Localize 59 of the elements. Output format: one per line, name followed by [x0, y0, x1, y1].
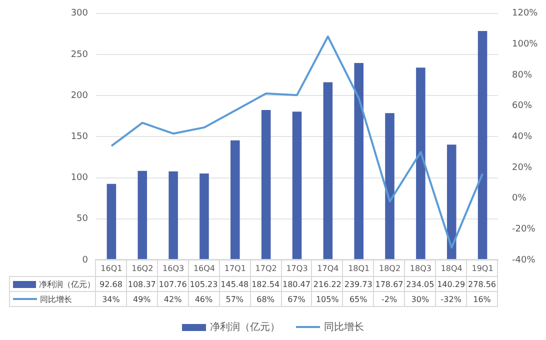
data-label: 30%: [404, 291, 436, 307]
y-tick-label: 250: [70, 50, 88, 60]
y-tick-label: 300: [70, 8, 88, 19]
data-label: 178.67: [373, 276, 406, 292]
data-label: 67%: [280, 291, 312, 307]
data-label: 140.29: [435, 276, 468, 292]
y-tick-label: 50: [76, 214, 88, 224]
y2-tick-label: 120%: [512, 8, 538, 19]
x-tick-label: 18Q4: [440, 264, 462, 273]
y-tick-label: 100: [70, 173, 88, 184]
data-label: 105.23: [188, 276, 220, 292]
x-tick-label: 16Q3: [162, 264, 184, 273]
data-label: -2%: [373, 291, 406, 307]
x-tick-label: 17Q1: [224, 264, 246, 273]
data-label: 49%: [126, 291, 158, 307]
y-tick-label: 150: [70, 132, 88, 142]
text: 同比增长: [324, 322, 364, 333]
y2-tick-label: 20%: [512, 162, 532, 173]
data-label: 68%: [250, 291, 282, 307]
y2-tick-label: -40%: [512, 255, 536, 266]
y2-tick-label: 60%: [512, 101, 532, 112]
data-label: 57%: [218, 291, 251, 307]
data-label: 46%: [188, 291, 220, 307]
data-label: 239.73: [342, 276, 374, 292]
data-label: 16%: [466, 291, 498, 307]
data-label: 180.47: [280, 276, 312, 292]
x-tick-label: 18Q3: [410, 264, 432, 273]
x-tick-label: 18Q1: [348, 264, 370, 273]
data-label: 278.56: [466, 276, 498, 292]
x-tick-label: 18Q2: [378, 264, 401, 273]
x-tick-label: 16Q2: [132, 264, 154, 273]
data-label: 108.37: [126, 276, 158, 292]
legend-label: 净利润（亿元）: [39, 278, 95, 290]
y2-tick-label: 100%: [512, 40, 538, 50]
data-label: 92.68: [95, 276, 127, 292]
data-label: 216.22: [311, 276, 344, 292]
x-tick-label: 17Q2: [255, 264, 277, 273]
y2-tick-label: -20%: [512, 224, 536, 235]
y-tick-label: 200: [70, 90, 88, 101]
legend-label: 同比增长: [40, 294, 72, 304]
y2-tick-label: 80%: [512, 70, 532, 80]
data-label: 65%: [342, 291, 374, 307]
data-label: 182.54: [250, 276, 282, 292]
x-tick-label: 17Q3: [286, 264, 308, 273]
x-tick-label: 16Q4: [193, 264, 216, 273]
data-label: 107.76: [156, 276, 189, 292]
x-tick-label: 17Q4: [317, 264, 339, 273]
data-label: 234.05: [404, 276, 436, 292]
data-label: 145.48: [218, 276, 251, 292]
data-label: 42%: [156, 291, 189, 307]
x-tick-label: 19Q1: [472, 264, 494, 273]
data-label: -32%: [435, 291, 468, 307]
x-tick-label: 16Q1: [100, 264, 122, 273]
text: 净利润（亿元）: [210, 322, 280, 333]
y2-tick-label: 0%: [512, 194, 527, 204]
y2-tick-label: 40%: [512, 132, 532, 142]
y-tick-label: 0: [82, 255, 88, 266]
data-label: 105%: [311, 291, 344, 307]
data-label: 34%: [95, 291, 127, 307]
